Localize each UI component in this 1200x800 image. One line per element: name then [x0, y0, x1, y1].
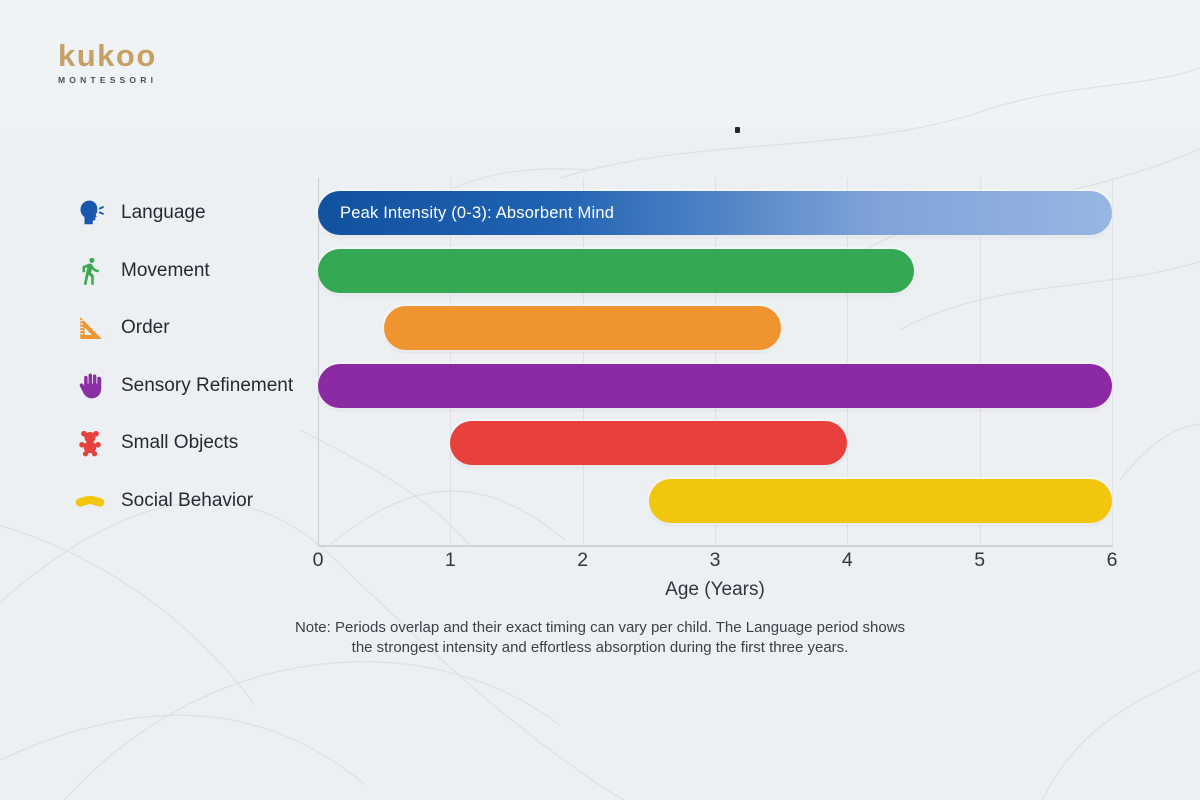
legend-label: Movement: [121, 259, 210, 281]
footnote-line-2: the strongest intensity and effortless a…: [351, 638, 849, 656]
legend-item-sensory-refinement: Sensory Refinement: [74, 368, 293, 404]
footnote-line-1: Note: Periods overlap and their exact ti…: [294, 619, 906, 636]
walking-person-icon: [74, 255, 106, 287]
x-tick-4: 4: [841, 549, 853, 571]
x-tick-5: 5: [974, 549, 986, 571]
x-tick-6: 6: [1106, 549, 1118, 571]
gridline-5: [979, 178, 981, 545]
x-tick-1: 1: [444, 549, 456, 571]
stray-dot: [735, 127, 740, 133]
set-square-icon: [74, 312, 106, 344]
gridline-4: [847, 178, 849, 545]
legend-label: Sensory Refinement: [121, 374, 294, 396]
hand-icon: [74, 370, 106, 402]
bar-social-behavior: [648, 478, 1112, 523]
teddy-bear-icon: [74, 427, 106, 459]
x-axis-label: Age (Years): [665, 579, 765, 600]
brand-logo: kukoo MONTESSORI: [58, 40, 157, 85]
legend-label: Social Behavior: [121, 489, 254, 511]
bar-small-objects: [450, 421, 848, 465]
gridline-2: [582, 178, 584, 545]
gridline-0: [318, 178, 319, 545]
talking-head-icon: [74, 197, 106, 229]
plot-area: Peak Intensity (0-3): Absorbent Mind: [318, 178, 1113, 545]
legend-item-language: Language: [74, 195, 206, 231]
brand-subtitle: MONTESSORI: [58, 75, 158, 85]
x-tick-0: 0: [312, 549, 324, 571]
legend-label: Order: [121, 317, 170, 338]
bar-annotation: Peak Intensity (0-3): Absorbent Mind: [340, 203, 615, 222]
legend-item-movement: Movement: [74, 253, 210, 289]
x-tick-2: 2: [577, 549, 589, 571]
gridline-3: [715, 178, 716, 545]
footnote: Note: Periods overlap and their exact ti…: [0, 618, 1200, 657]
legend-item-order: Order: [74, 310, 170, 346]
legend-label: Language: [121, 202, 206, 223]
legend-item-social-behavior: Social Behavior: [74, 483, 253, 519]
legend-label: Small Objects: [121, 432, 239, 453]
brand-name: kukoo: [58, 38, 157, 73]
gridline-6: [1112, 178, 1113, 545]
x-axis-line: [318, 545, 1113, 547]
legend-item-small-objects: Small Objects: [74, 425, 238, 461]
bar-movement: [318, 248, 914, 293]
bar-language: Peak Intensity (0-3): Absorbent Mind: [318, 191, 1112, 235]
handshake-icon: [74, 485, 106, 517]
x-tick-3: 3: [709, 549, 721, 571]
bar-sensory-refinement: [318, 363, 1112, 408]
gridline-1: [450, 178, 452, 545]
bar-order: [384, 306, 782, 350]
